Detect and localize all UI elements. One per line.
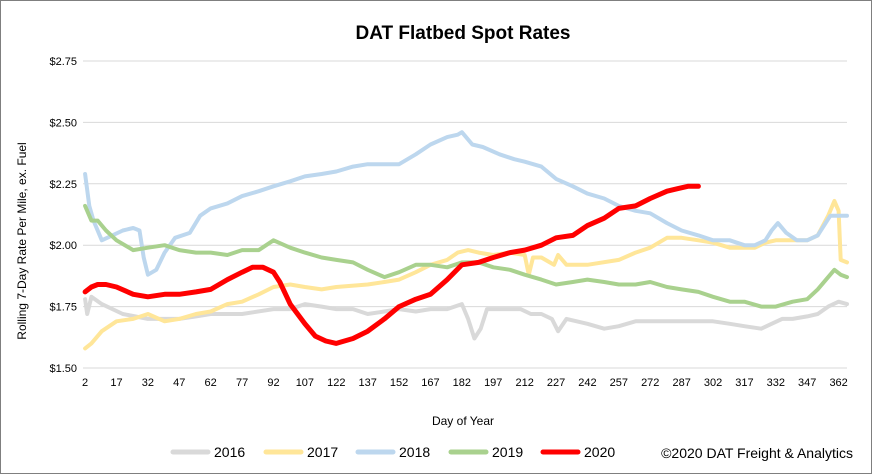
x-tick-label: 92 (267, 377, 279, 389)
chart-title: DAT Flatbed Spot Rates (356, 23, 571, 44)
copyright-credit: ©2020 DAT Freight & Analytics (661, 445, 853, 461)
x-tick-label: 212 (515, 377, 533, 389)
gridlines (83, 60, 847, 369)
x-tick-label: 242 (578, 377, 596, 389)
legend-label-2017: 2017 (307, 444, 338, 460)
legend-label-2018: 2018 (399, 444, 430, 460)
x-tick-label: 272 (641, 377, 659, 389)
x-tick-label: 32 (142, 377, 154, 389)
legend-label-2019: 2019 (492, 444, 523, 460)
x-tick-label: 17 (110, 377, 122, 389)
x-tick-label: 107 (296, 377, 314, 389)
x-tick-label: 197 (484, 377, 502, 389)
x-tick-label: 62 (205, 377, 217, 389)
x-tick-label: 167 (421, 377, 439, 389)
series-lines (82, 130, 849, 351)
series-line-2020 (82, 183, 701, 346)
legend-label-2020: 2020 (584, 444, 615, 460)
x-tick-label: 152 (390, 377, 408, 389)
x-axis-ticks: 2 17 32 47 62 77 92 107 122 137 152 167 182 197 212 227… (82, 377, 848, 389)
x-axis-title: Day of Year (432, 414, 494, 428)
x-tick-label: 287 (672, 377, 690, 389)
x-tick-label: 302 (704, 377, 722, 389)
x-tick-label: 137 (358, 377, 376, 389)
x-tick-label: 257 (610, 377, 628, 389)
y-tick-label: $1.75 (49, 302, 77, 314)
y-tick-label: $1.50 (49, 363, 77, 375)
series-line-2016 (83, 294, 849, 341)
y-axis-title: Rolling 7-Day Rate Per Mile, ex. Fuel (15, 142, 29, 339)
x-tick-label: 47 (173, 377, 185, 389)
series-line-2018 (83, 130, 849, 277)
x-tick-label: 347 (798, 377, 816, 389)
x-tick-label: 332 (767, 377, 785, 389)
x-tick-label: 77 (236, 377, 248, 389)
x-tick-label: 362 (829, 377, 847, 389)
y-axis-ticks: $1.50 $1.75 $2.00 $2.25 $2.50 $2.75 (49, 56, 77, 375)
y-tick-label: $2.25 (49, 179, 77, 191)
x-tick-label: 182 (453, 377, 471, 389)
y-tick-label: $2.75 (49, 56, 77, 68)
x-tick-label: 227 (547, 377, 565, 389)
x-tick-label: 2 (82, 377, 88, 389)
y-tick-label: $2.50 (49, 117, 77, 129)
legend: 2016 2017 2018 2019 2020 (170, 444, 615, 460)
y-tick-label: $2.00 (49, 240, 77, 252)
x-tick-label: 122 (327, 377, 345, 389)
x-tick-label: 317 (735, 377, 753, 389)
legend-label-2016: 2016 (214, 444, 245, 460)
